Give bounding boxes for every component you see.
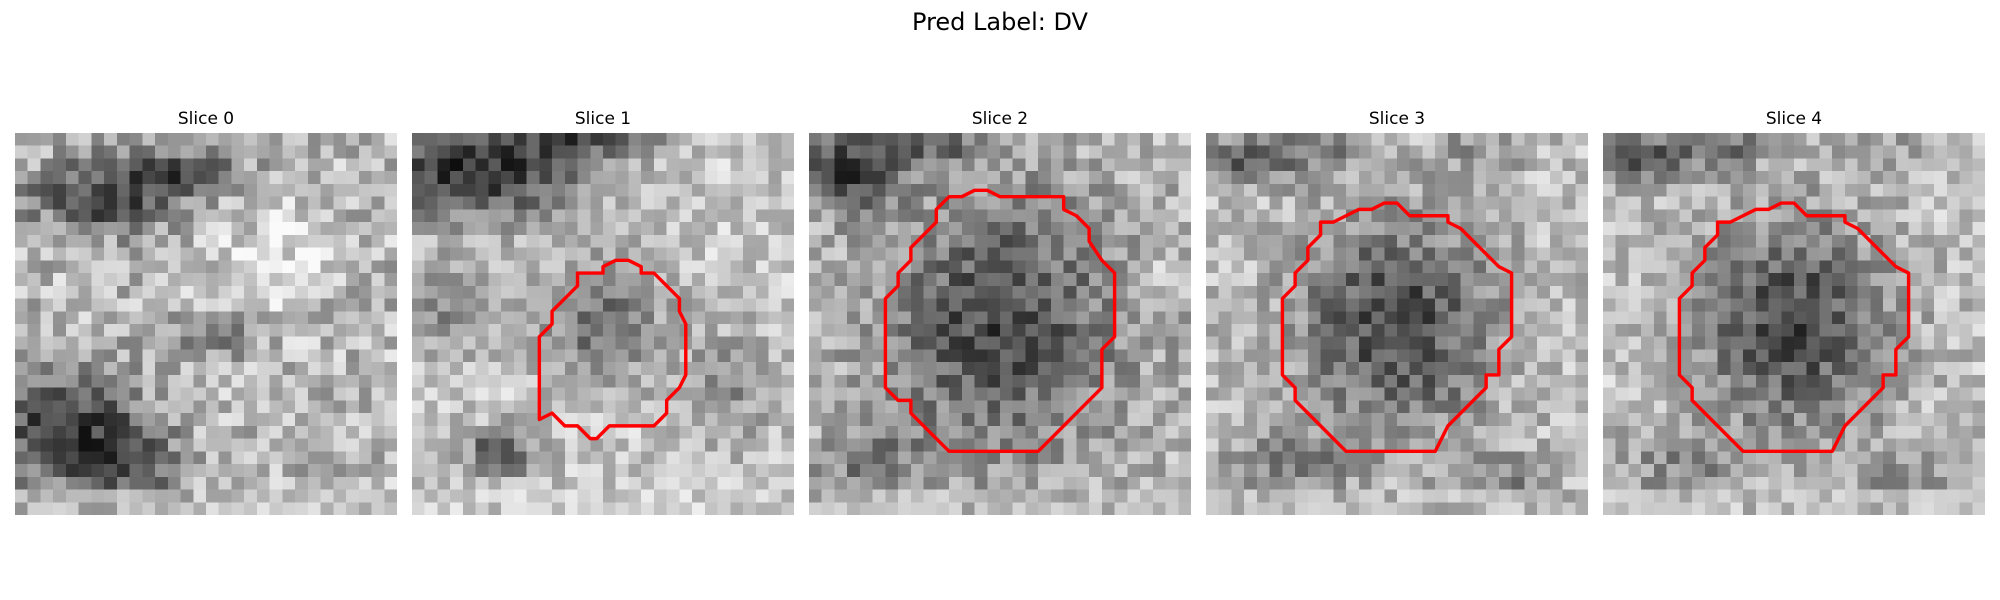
slice-image (809, 133, 1191, 515)
pixel-grid (1603, 133, 1985, 515)
pixel-grid (809, 133, 1191, 515)
slice-image (1603, 133, 1985, 515)
slice-title: Slice 3 (1368, 109, 1426, 129)
figure-title: Pred Label: DV (912, 8, 1088, 36)
lesion-contour (1280, 201, 1514, 454)
slice-title: Slice 4 (1765, 109, 1823, 129)
slice-title: Slice 0 (177, 109, 235, 129)
slice-image (412, 133, 794, 515)
slice-title: Slice 2 (971, 109, 1029, 129)
slice-panel: Slice 3 (1206, 108, 1588, 515)
lesion-contour (537, 258, 688, 441)
slice-image (1206, 133, 1588, 515)
slice-panel: Slice 2 (809, 108, 1191, 515)
slice-panel: Slice 4 (1603, 108, 1985, 515)
pixel-grid (15, 133, 397, 515)
pixel-grid (412, 133, 794, 515)
lesion-contour (1677, 201, 1911, 454)
slice-image (15, 133, 397, 515)
slice-title: Slice 1 (574, 109, 632, 129)
slice-panel: Slice 0 (15, 108, 397, 515)
slice-panel: Slice 1 (412, 108, 794, 515)
pixel-grid (1206, 133, 1588, 515)
lesion-contour (883, 188, 1117, 454)
